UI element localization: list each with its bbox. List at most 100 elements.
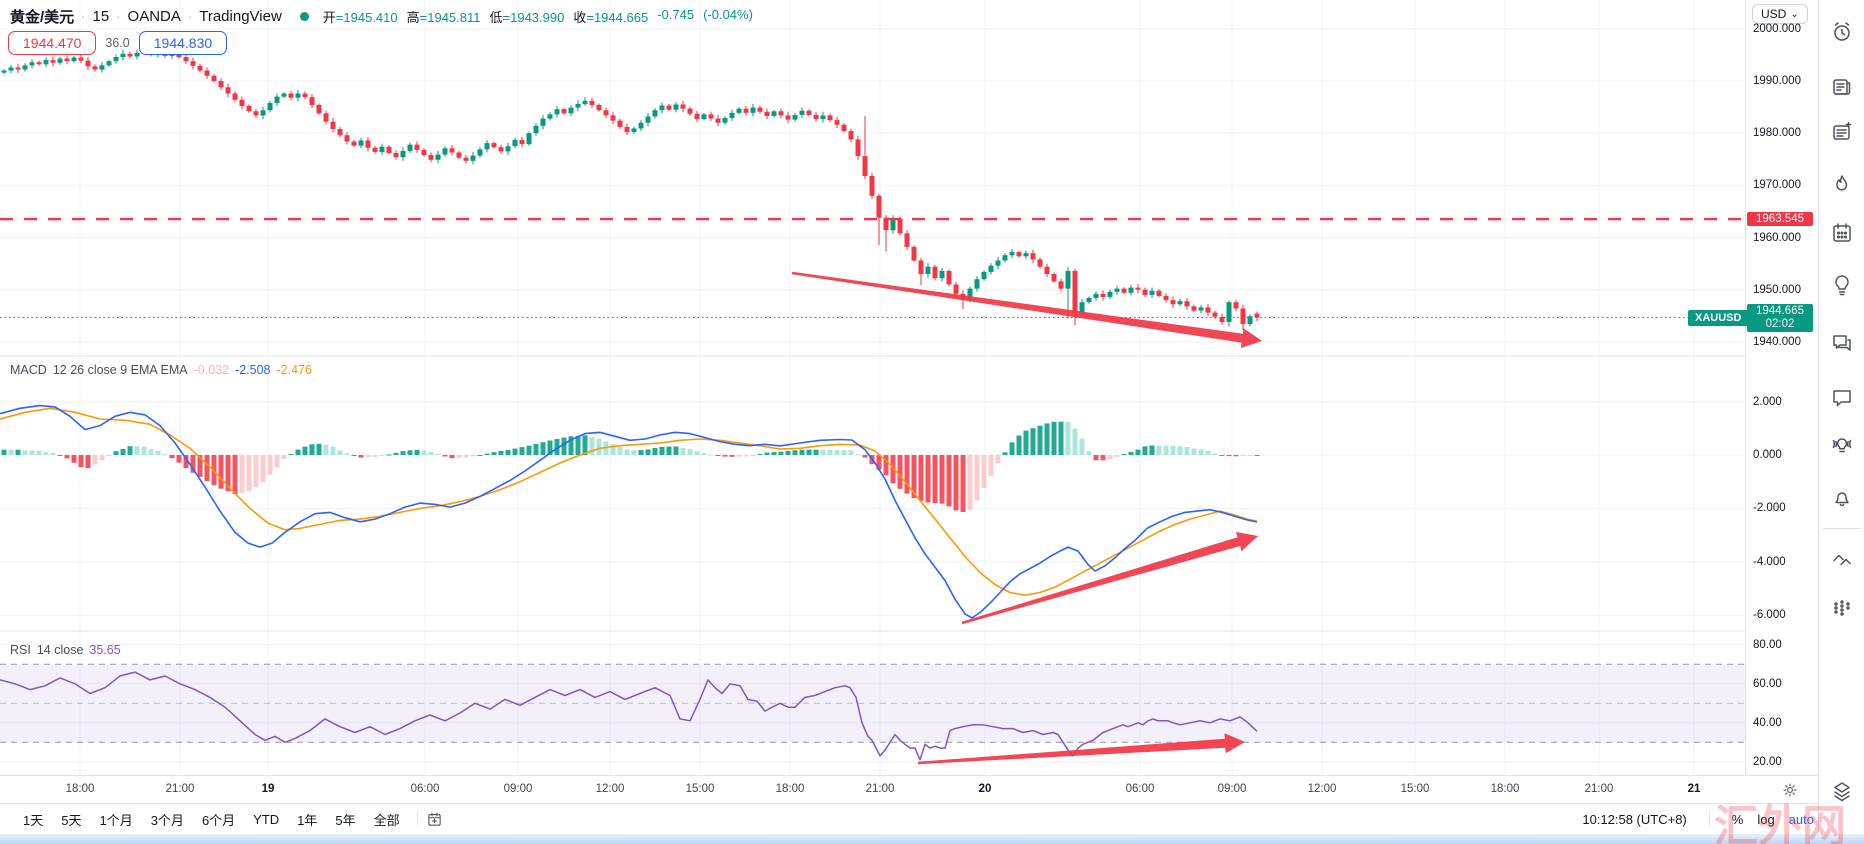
connection-status-dot[interactable] bbox=[299, 11, 309, 21]
ask-price-button[interactable]: 1944.830 bbox=[138, 31, 228, 55]
range-button-6个月[interactable]: 6个月 bbox=[201, 812, 236, 828]
range-button-5天[interactable]: 5天 bbox=[61, 812, 82, 828]
time-tick: 21 bbox=[1687, 783, 1701, 795]
candle-body bbox=[638, 122, 644, 129]
macd-histogram-bar bbox=[1023, 430, 1029, 455]
macd-histogram-bar bbox=[848, 450, 854, 455]
lightbulb-icon[interactable] bbox=[1827, 270, 1857, 300]
alarm-clock-icon[interactable] bbox=[1827, 17, 1857, 47]
macd-histogram-bar bbox=[1163, 445, 1169, 455]
go-to-date-calendar-icon[interactable] bbox=[426, 811, 443, 828]
macd-histogram-bar bbox=[1058, 421, 1064, 455]
macd-histogram-bar bbox=[610, 444, 616, 455]
macd-histogram-bar bbox=[988, 455, 994, 476]
candle-body bbox=[680, 104, 686, 109]
time-tick: 06:00 bbox=[410, 783, 440, 795]
interval-value[interactable]: 15 bbox=[92, 7, 110, 25]
candle-body bbox=[925, 266, 931, 275]
macd-tick: -6.000 bbox=[1753, 609, 1786, 622]
candle-body bbox=[897, 218, 903, 234]
alert-price-chip[interactable]: 1963.545 bbox=[1747, 212, 1813, 227]
candle-body bbox=[519, 139, 525, 145]
macd-histogram-bar bbox=[918, 455, 924, 501]
candle-body bbox=[561, 109, 567, 114]
auto-scale-button[interactable]: auto bbox=[1788, 811, 1814, 827]
axis-settings-sun-icon[interactable] bbox=[1781, 781, 1799, 799]
flame-icon[interactable] bbox=[1827, 170, 1857, 200]
candle-body bbox=[652, 110, 658, 117]
drawn-arrow[interactable] bbox=[791, 271, 1262, 348]
time-axis[interactable]: 18:00 21:00 19 06:00 09:00 12:00 15:00 18:00 21:… bbox=[0, 775, 1745, 804]
candle-body bbox=[981, 271, 987, 280]
time-tick: 18:00 bbox=[775, 783, 805, 795]
macd-histogram-bar bbox=[463, 455, 469, 458]
chat-bubbles-icon[interactable] bbox=[1827, 328, 1857, 358]
candle-body bbox=[967, 288, 973, 301]
live-lightbulb-icon[interactable] bbox=[1827, 430, 1857, 460]
macd-histogram-bar bbox=[337, 450, 343, 455]
macd-histogram-bar bbox=[778, 451, 784, 455]
layers-icon[interactable] bbox=[1827, 777, 1857, 807]
candle-body bbox=[99, 65, 105, 70]
range-button-1个月[interactable]: 1个月 bbox=[99, 812, 133, 828]
bell-icon[interactable] bbox=[1827, 482, 1857, 512]
macd-histogram-bar bbox=[960, 455, 966, 512]
candle-body bbox=[939, 270, 945, 279]
grid-dots-icon[interactable] bbox=[1827, 593, 1857, 623]
candle-body bbox=[743, 108, 749, 113]
candle-body bbox=[316, 104, 322, 114]
notes-icon[interactable] bbox=[1827, 117, 1857, 147]
range-button-全部[interactable]: 全部 bbox=[373, 812, 400, 828]
macd-histogram-bar bbox=[596, 438, 602, 455]
macd-indicator-label[interactable]: MACD 12 26 close 9 EMA EMA -0.032 -2.508… bbox=[10, 363, 312, 377]
news-icon[interactable] bbox=[1827, 72, 1857, 102]
drawn-arrow[interactable] bbox=[961, 532, 1258, 625]
range-button-3个月[interactable]: 3个月 bbox=[150, 812, 184, 828]
macd-histogram-bar bbox=[764, 452, 770, 455]
candle-body bbox=[869, 175, 875, 196]
macd-histogram-bar bbox=[50, 453, 56, 455]
candle-body bbox=[400, 150, 406, 158]
log-scale-button[interactable]: log bbox=[1757, 811, 1775, 827]
macd-histogram-bar bbox=[1051, 421, 1057, 455]
drawn-arrow[interactable] bbox=[917, 733, 1245, 765]
time-tick: 21:00 bbox=[165, 783, 195, 795]
candle-body bbox=[50, 60, 56, 63]
time-tick: 09:00 bbox=[1217, 783, 1247, 795]
candle-body bbox=[512, 139, 518, 147]
macd-histogram-bar bbox=[743, 455, 749, 457]
range-button-1天[interactable]: 1天 bbox=[23, 812, 44, 828]
candle-body bbox=[379, 146, 385, 152]
symbol-name[interactable]: 黄金/美元 bbox=[10, 8, 75, 26]
percent-scale-button[interactable]: % bbox=[1731, 811, 1744, 827]
macd-histogram-bar bbox=[925, 455, 931, 503]
bid-price-button[interactable]: 1944.470 bbox=[8, 31, 97, 55]
macd-histogram-bar bbox=[785, 450, 791, 455]
currency-dropdown[interactable]: USD ⌄ bbox=[1752, 4, 1808, 24]
macd-histogram-bar bbox=[1233, 455, 1239, 457]
chevrons-icon[interactable] bbox=[1827, 545, 1857, 575]
candle-body bbox=[365, 140, 371, 148]
range-button-1年[interactable]: 1年 bbox=[297, 812, 318, 828]
last-price-chip[interactable]: 1944.665 02:02 bbox=[1747, 303, 1813, 332]
macd-histogram-bar bbox=[981, 455, 987, 489]
range-button-YTD[interactable]: YTD bbox=[253, 811, 280, 827]
candle-body bbox=[8, 67, 14, 71]
macd-histogram-bar bbox=[351, 455, 357, 456]
price-axis[interactable]: USD ⌄ 2000.000 1990.000 1980.000 1970.000 196… bbox=[1745, 0, 1819, 775]
macd-histogram-bar bbox=[757, 454, 763, 456]
rsi-indicator-label[interactable]: RSI 14 close 35.65 bbox=[10, 643, 121, 657]
clock-readout[interactable]: 10:12:58 (UTC+8) bbox=[1582, 811, 1687, 827]
exchange-name[interactable]: OANDA bbox=[127, 7, 181, 25]
macd-histogram-bar bbox=[1184, 447, 1190, 455]
candle-body bbox=[1233, 302, 1239, 309]
chart-canvas[interactable] bbox=[0, 0, 1745, 775]
calendar-icon[interactable] bbox=[1827, 218, 1857, 248]
time-tick: 18:00 bbox=[65, 783, 95, 795]
symbol-price-tag[interactable]: XAUUSD bbox=[1688, 309, 1749, 326]
macd-title: MACD bbox=[10, 363, 47, 377]
candle-body bbox=[1030, 253, 1036, 260]
range-button-5年[interactable]: 5年 bbox=[335, 812, 356, 828]
candle-body bbox=[540, 118, 546, 126]
speech-bubble-icon[interactable] bbox=[1827, 383, 1857, 413]
